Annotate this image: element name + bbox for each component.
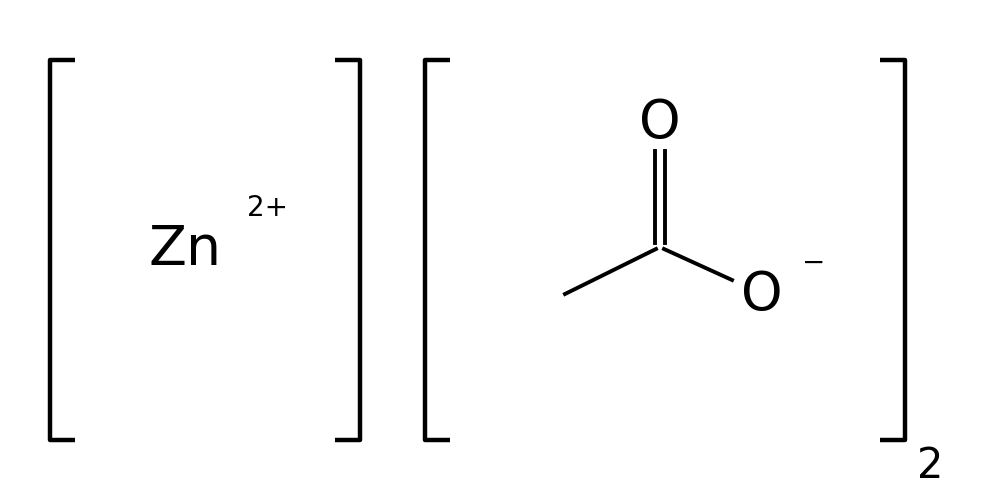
Text: 2+: 2+ <box>247 194 288 222</box>
Text: Zn: Zn <box>148 223 222 277</box>
Text: O: O <box>639 97 681 149</box>
Text: O: O <box>741 269 783 321</box>
Text: 2: 2 <box>917 445 943 487</box>
Text: −: − <box>802 249 825 277</box>
